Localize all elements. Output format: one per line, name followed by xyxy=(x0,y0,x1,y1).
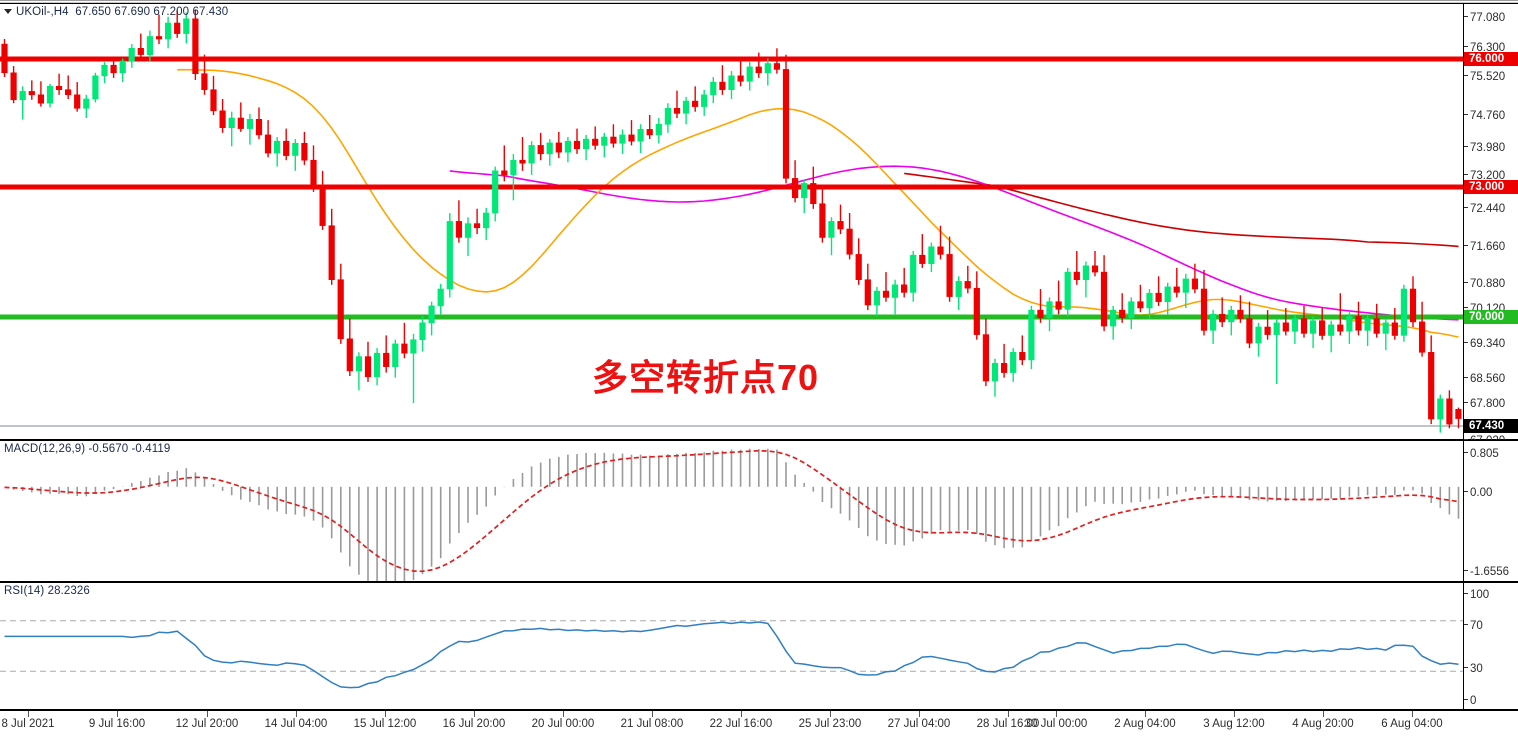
rsi-tick: 0 xyxy=(1464,695,1476,707)
price-tick: 71.660 xyxy=(1464,241,1505,253)
rsi-legend: RSI(14) 28.2326 xyxy=(4,585,90,597)
caret-down-icon[interactable] xyxy=(4,9,12,15)
price-panel[interactable]: UKOil-,H4 67.650 67.690 67.200 67.430 多空… xyxy=(0,3,1518,447)
price-tick: 67.800 xyxy=(1464,398,1505,410)
rsi-panel[interactable]: RSI(14) 28.2326 100 70 30 0 xyxy=(0,582,1518,710)
time-tick-label: 20 Jul 00:00 xyxy=(531,718,595,730)
time-tick-label: 12 Jul 20:00 xyxy=(175,718,239,730)
time-tick-label: 3 Aug 12:00 xyxy=(1203,718,1265,730)
rsi-scale: 100 70 30 0 xyxy=(1463,583,1518,709)
time-tick-mark xyxy=(1145,711,1146,717)
price-level-label[interactable]: 73.000 xyxy=(1464,180,1518,194)
time-tick-label: 30 Jul 00:00 xyxy=(1024,718,1088,730)
time-tick-label: 27 Jul 04:00 xyxy=(887,718,951,730)
ohlc-values: 67.650 67.690 67.200 67.430 xyxy=(75,6,229,18)
time-tick-label: 16 Jul 20:00 xyxy=(442,718,506,730)
price-tick: 69.340 xyxy=(1464,338,1505,350)
price-tick: 75.520 xyxy=(1464,71,1505,83)
chart-annotation-text: 多空转折点70 xyxy=(592,357,820,398)
macd-tick: 0.00 xyxy=(1464,487,1492,499)
time-tick-mark xyxy=(1234,711,1235,717)
price-tick: 76.300 xyxy=(1464,42,1505,54)
price-tick: 72.440 xyxy=(1464,203,1505,215)
rsi-tick: 70 xyxy=(1464,620,1483,632)
time-tick-label: 28 Jul 16:00 xyxy=(976,718,1040,730)
time-tick-mark xyxy=(1008,711,1009,717)
price-plot-area[interactable]: 多空转折点70 xyxy=(0,4,1463,439)
macd-svg xyxy=(4,448,1460,581)
time-tick-label: 8 Jul 2021 xyxy=(1,718,55,730)
rsi-svg xyxy=(0,620,1463,689)
rsi-tick: 100 xyxy=(1464,589,1489,601)
price-tick: 73.200 xyxy=(1464,170,1505,182)
symbol-label: UKOil-,H4 xyxy=(16,6,69,18)
time-tick-label: 15 Jul 12:00 xyxy=(353,718,417,730)
macd-legend: MACD(12,26,9) -0.5670 -0.4119 xyxy=(4,443,171,455)
time-tick-label: 25 Jul 23:00 xyxy=(798,718,862,730)
time-tick-mark xyxy=(1412,711,1413,717)
time-tick-mark xyxy=(28,711,29,717)
price-level-label[interactable]: 70.000 xyxy=(1464,310,1518,324)
time-tick-mark xyxy=(919,711,920,717)
price-candles-svg xyxy=(0,9,1463,433)
rsi-tick: 30 xyxy=(1464,663,1483,675)
time-tick-mark xyxy=(830,711,831,717)
price-tick: 77.080 xyxy=(1464,12,1505,24)
macd-tick: -1.6556 xyxy=(1464,566,1509,578)
time-tick-label: 6 Aug 04:00 xyxy=(1381,718,1443,730)
macd-scale: 0.805 0.00 -1.6556 xyxy=(1463,441,1518,581)
time-axis: 8 Jul 2021 9 Jul 16:00 12 Jul 20:00 14 Jul … xyxy=(0,710,1518,739)
time-tick-mark xyxy=(117,711,118,717)
time-tick-label: 21 Jul 08:00 xyxy=(620,718,684,730)
macd-panel[interactable]: MACD(12,26,9) -0.5670 -0.4119 0.805 0.00 -… xyxy=(0,440,1518,582)
price-tick: 68.560 xyxy=(1464,373,1505,385)
price-scale[interactable]: 77.080 76.300 75.520 74.760 73.980 73.200 72.4… xyxy=(1463,4,1518,447)
time-tick-mark xyxy=(385,711,386,717)
time-tick-mark xyxy=(563,711,564,717)
time-tick-label: 2 Aug 04:00 xyxy=(1114,718,1176,730)
price-level-label[interactable]: 67.430 xyxy=(1464,419,1518,433)
time-tick-label: 14 Jul 04:00 xyxy=(264,718,328,730)
price-tick: 70.880 xyxy=(1464,278,1505,290)
price-tick: 73.980 xyxy=(1464,142,1505,154)
time-tick-mark xyxy=(296,711,297,717)
macd-tick: 0.805 xyxy=(1464,448,1499,460)
time-tick-label: 9 Jul 16:00 xyxy=(88,718,146,730)
price-level-label[interactable]: 76.000 xyxy=(1464,52,1518,66)
time-tick-mark xyxy=(741,711,742,717)
macd-plot-area[interactable] xyxy=(0,441,1463,581)
time-tick-label: 22 Jul 16:00 xyxy=(709,718,773,730)
time-tick-mark xyxy=(1323,711,1324,717)
time-tick-mark xyxy=(474,711,475,717)
rsi-plot-area[interactable] xyxy=(0,583,1463,709)
time-tick-label: 4 Aug 20:00 xyxy=(1292,718,1354,730)
symbol-legend[interactable]: UKOil-,H4 67.650 67.690 67.200 67.430 xyxy=(4,6,228,18)
price-tick: 74.760 xyxy=(1464,110,1505,122)
time-tick-mark xyxy=(652,711,653,717)
time-tick-mark xyxy=(207,711,208,717)
time-tick-mark xyxy=(1056,711,1057,717)
window-top-border xyxy=(0,0,1518,3)
